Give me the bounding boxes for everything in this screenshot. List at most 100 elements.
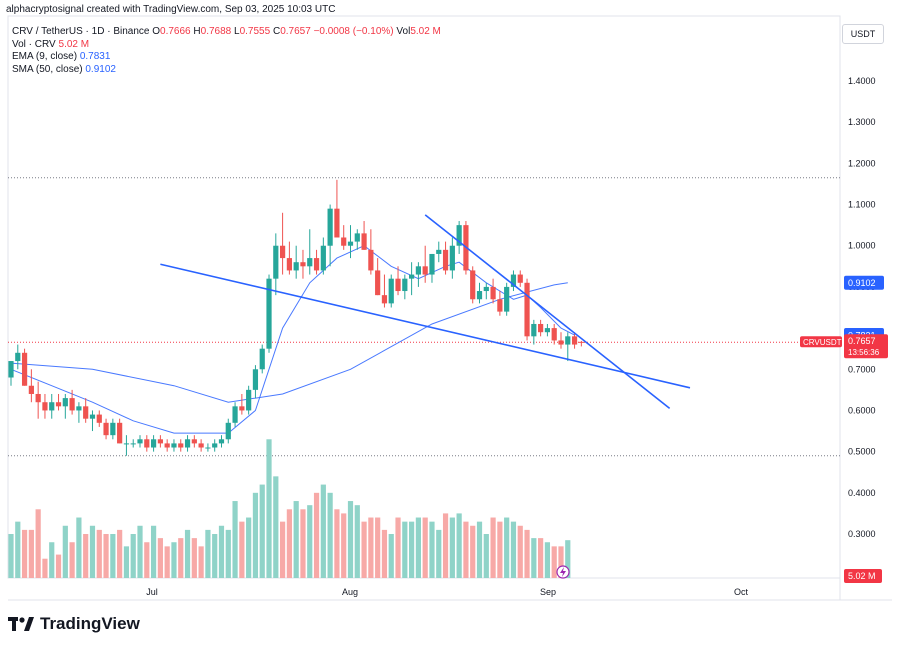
volume-bar xyxy=(361,521,367,578)
volume-bar xyxy=(476,521,483,578)
trendline[interactable] xyxy=(424,214,671,410)
candle-body xyxy=(28,385,34,394)
y-tick-label: 1.2000 xyxy=(848,158,876,168)
volume-bar xyxy=(28,529,34,578)
vol-indicator-row[interactable]: Vol · CRV 5.02 M xyxy=(12,39,441,52)
volume-bar xyxy=(415,517,421,578)
candle-body xyxy=(164,443,170,448)
ema-indicator-value: 0.7831 xyxy=(79,51,111,62)
tradingview-logo-icon xyxy=(8,617,34,631)
candle-body xyxy=(402,278,408,292)
volume-bar xyxy=(280,521,286,578)
volume-bar xyxy=(42,558,48,578)
candle-body xyxy=(266,278,272,349)
candle-body xyxy=(83,406,89,419)
sma-indicator-row[interactable]: SMA (50, close) 0.9102 xyxy=(12,64,441,77)
countdown-label: 13:56:36 xyxy=(848,348,880,357)
candle-body xyxy=(184,439,191,448)
tradingview-logo[interactable]: TradingView xyxy=(8,614,140,634)
candle-body xyxy=(415,266,421,275)
y-tick-label: 0.4000 xyxy=(848,488,876,498)
candle-body xyxy=(96,414,102,423)
y-tick-label: 1.4000 xyxy=(848,76,876,86)
volume-bar xyxy=(89,525,96,578)
volume-bar xyxy=(429,521,435,578)
volume-bar xyxy=(184,529,191,578)
volume-bar xyxy=(395,517,401,578)
candle-body xyxy=(313,258,320,271)
candle-body xyxy=(334,208,340,238)
volume-bar xyxy=(76,517,82,578)
y-tick-label: 0.3000 xyxy=(848,529,876,539)
volume-bar xyxy=(110,534,116,578)
candle-body xyxy=(252,369,259,390)
ema-indicator-row[interactable]: EMA (9, close) 0.7831 xyxy=(12,51,441,64)
candle-body xyxy=(55,402,62,407)
change-value: −0.0008 (−0.10%) xyxy=(313,26,394,37)
volume-bar xyxy=(449,517,455,578)
candle-body xyxy=(144,439,150,448)
symbol-name[interactable]: CRV / TetherUS · 1D · Binance xyxy=(12,26,150,37)
candle-body xyxy=(327,208,333,246)
candle-body xyxy=(150,439,157,448)
volume-bar xyxy=(381,529,388,578)
volume-bar xyxy=(517,525,523,578)
volume-bar xyxy=(483,534,489,578)
volume-bar xyxy=(334,509,340,578)
candle-body xyxy=(436,249,442,254)
candle-body xyxy=(259,348,265,370)
candle-body xyxy=(361,233,367,250)
volume-bar xyxy=(497,521,503,578)
volume-bar xyxy=(164,546,170,578)
sma-indicator-label: SMA (50, close) xyxy=(12,63,83,75)
volume-bar xyxy=(117,529,123,578)
volume-bar xyxy=(320,484,326,578)
candle-body xyxy=(429,253,435,275)
volume-bar xyxy=(8,534,14,578)
volume-bar xyxy=(409,521,415,578)
ema-9-line xyxy=(10,245,575,434)
volume-bar xyxy=(232,501,238,578)
candle-body xyxy=(218,439,225,444)
volume-bar xyxy=(375,517,381,578)
volume-bar xyxy=(531,538,537,578)
sma-price-tag-bg xyxy=(844,275,884,290)
candle-body xyxy=(442,249,449,271)
volume-bar xyxy=(259,484,265,578)
volume-bar xyxy=(144,542,150,578)
open-label: O xyxy=(152,26,161,37)
volume-bar xyxy=(69,542,75,578)
candle-body xyxy=(21,352,28,386)
y-tick-label: 0.5000 xyxy=(848,447,876,457)
sma-price-tag: 0.9102 xyxy=(848,278,876,288)
volume-bar xyxy=(402,521,408,578)
candle-body xyxy=(8,361,14,378)
volume-bar xyxy=(171,542,177,578)
candle-body xyxy=(497,299,503,312)
candle-body xyxy=(49,402,55,411)
candle-body xyxy=(191,439,197,444)
volume-bar xyxy=(157,538,163,578)
candle-body xyxy=(273,245,279,279)
volume-bar xyxy=(565,540,571,578)
volume-bar xyxy=(490,517,496,578)
trendline[interactable] xyxy=(160,263,691,389)
candle-body xyxy=(205,447,211,449)
volume-bar xyxy=(354,505,360,578)
candle-body xyxy=(239,406,245,411)
volume-bar xyxy=(327,492,333,578)
candle-body xyxy=(395,278,401,292)
volume-bar xyxy=(558,546,564,578)
candle-body xyxy=(381,295,388,304)
vol-label: Vol xyxy=(396,26,411,37)
candle-body xyxy=(449,245,455,271)
volume-bar xyxy=(470,525,476,578)
candle-body xyxy=(517,274,523,283)
high-value: 0.7688 xyxy=(200,26,232,37)
currency-button[interactable]: USDT xyxy=(842,24,884,44)
volume-bar xyxy=(49,542,55,578)
x-tick-label: Aug xyxy=(342,587,358,597)
high-label: H xyxy=(193,26,201,37)
x-tick-label: Jul xyxy=(146,587,158,597)
